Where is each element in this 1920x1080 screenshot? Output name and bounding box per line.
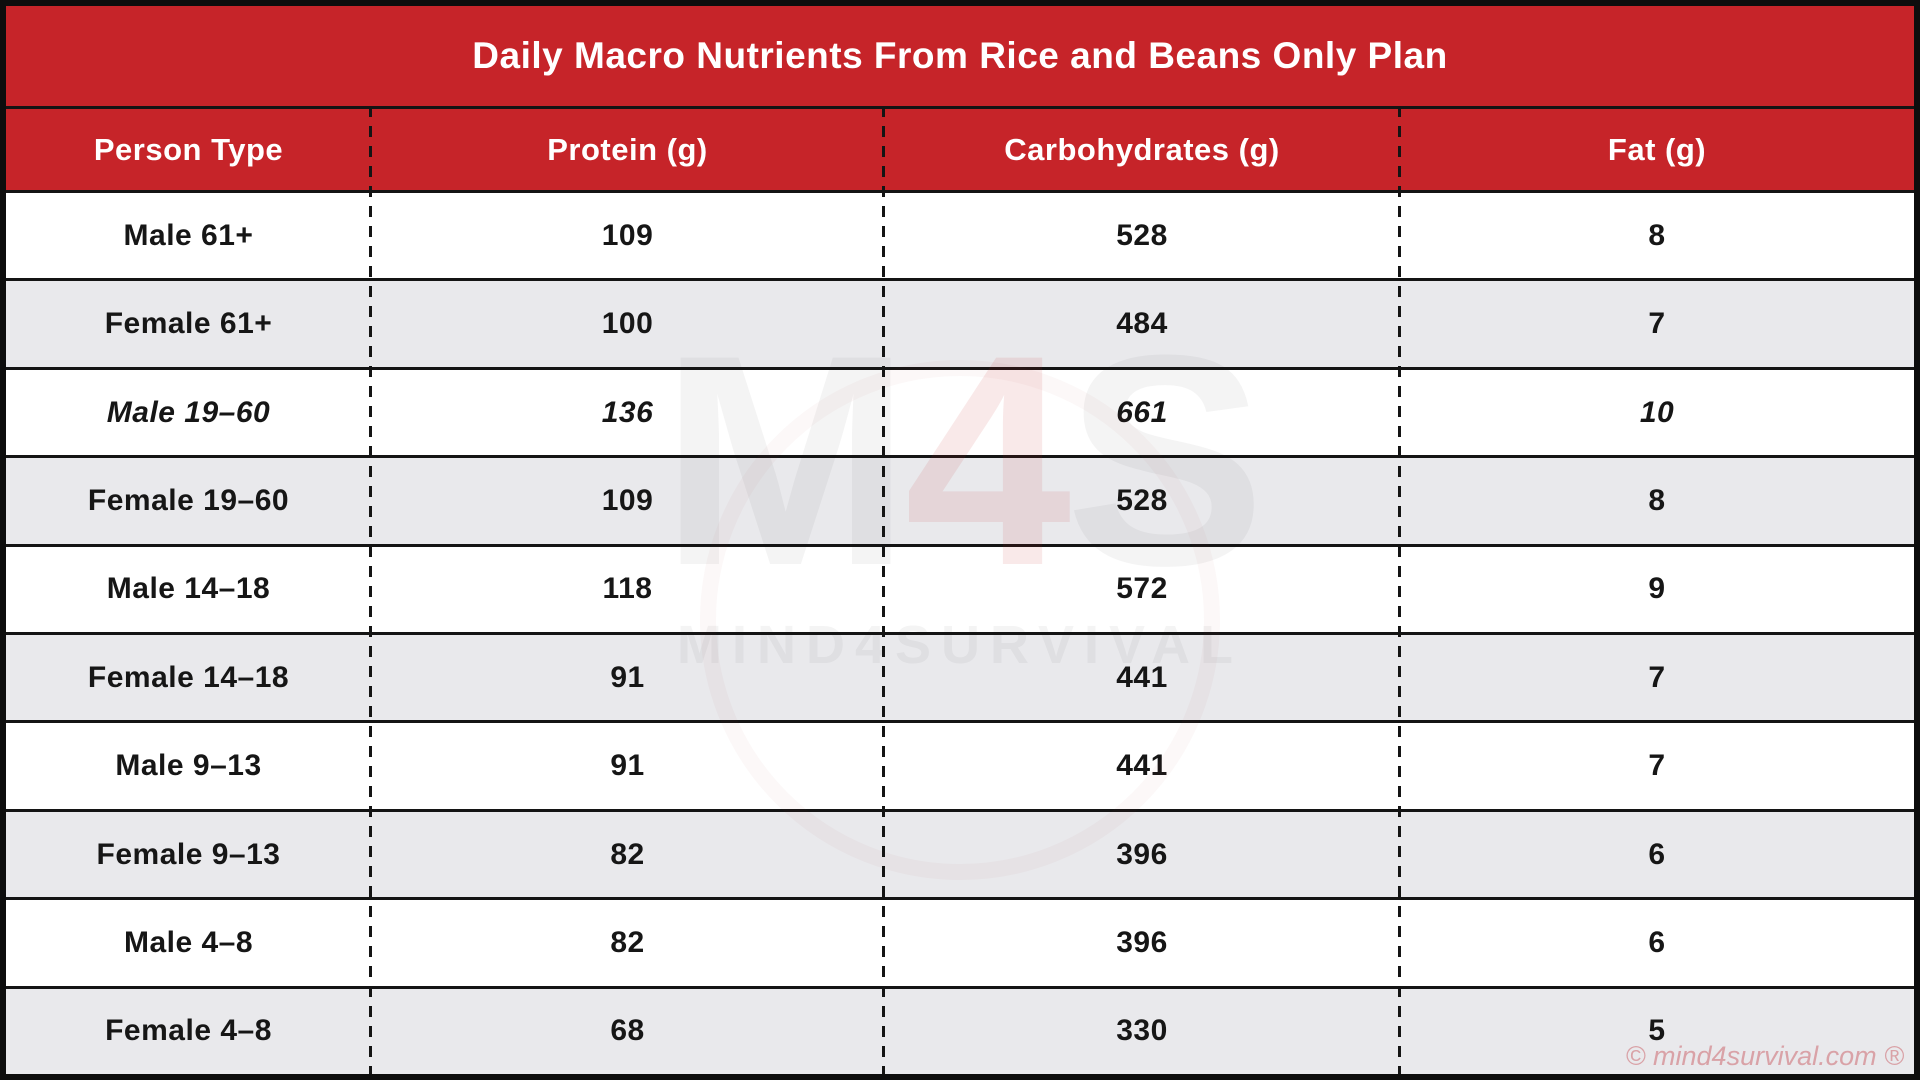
person-type-cell: Male 9–13	[115, 749, 262, 783]
carbs-cell: 572	[1116, 572, 1168, 606]
protein-cell: 68	[610, 1014, 645, 1048]
table-row: Male 9–13 91 441 7	[6, 720, 1914, 809]
person-type-cell: Female 61+	[104, 307, 273, 341]
column-divider-dashed	[1398, 106, 1401, 1074]
column-header-fat: Fat (g)	[1607, 131, 1707, 167]
fat-cell: 6	[1648, 925, 1666, 959]
protein-cell: 136	[601, 395, 654, 429]
carbs-cell: 441	[1116, 749, 1168, 783]
person-type-cell: Male 19–60	[106, 395, 271, 429]
person-type-cell: Female 19–60	[87, 483, 290, 517]
copyright-credit: © mind4survival.com ®	[1625, 1041, 1904, 1071]
protein-cell: 91	[610, 749, 645, 783]
person-type-cell: Female 9–13	[96, 837, 281, 871]
person-type-cell: Male 61+	[123, 218, 254, 252]
protein-cell: 82	[610, 837, 645, 871]
protein-cell: 91	[610, 660, 645, 694]
fat-cell: 8	[1648, 483, 1666, 517]
table-row: Female 61+ 100 484 7	[6, 278, 1914, 367]
carbs-cell: 528	[1116, 483, 1168, 517]
fat-cell: 10	[1639, 395, 1675, 429]
table-row: Female 4–8 68 330 5	[6, 985, 1914, 1075]
carbs-cell: 441	[1116, 660, 1168, 694]
fat-cell: 7	[1648, 749, 1666, 783]
table-row: Female 14–18 91 441 7	[6, 632, 1914, 721]
table-row: Male 19–60 136 661 10	[6, 366, 1914, 456]
person-type-cell: Male 14–18	[106, 572, 271, 606]
column-header-protein: Protein (g)	[547, 131, 708, 167]
fat-cell: 6	[1648, 837, 1666, 871]
column-divider-dashed	[369, 106, 372, 1074]
table-row: Male 4–8 82 396 6	[6, 897, 1914, 986]
carbs-cell: 330	[1116, 1014, 1168, 1048]
title-bar: Daily Macro Nutrients From Rice and Bean…	[6, 6, 1914, 106]
fat-cell: 5	[1648, 1014, 1666, 1048]
column-header-person-type: Person Type	[93, 131, 284, 167]
fat-cell: 8	[1648, 218, 1666, 252]
protein-cell: 100	[601, 307, 654, 341]
fat-cell: 9	[1648, 572, 1666, 606]
protein-cell: 109	[601, 218, 654, 252]
protein-cell: 109	[601, 483, 654, 517]
table-row: Male 14–18 118 572 9	[6, 543, 1914, 633]
protein-cell: 118	[602, 572, 653, 606]
fat-cell: 7	[1648, 307, 1666, 341]
carbs-cell: 396	[1116, 837, 1168, 871]
fat-cell: 7	[1648, 660, 1666, 694]
carbs-cell: 661	[1116, 395, 1168, 429]
person-type-cell: Male 4–8	[123, 925, 254, 959]
carbs-cell: 396	[1116, 925, 1168, 959]
page-title: Daily Macro Nutrients From Rice and Bean…	[472, 35, 1448, 76]
person-type-cell: Female 4–8	[105, 1014, 272, 1048]
person-type-cell: Female 14–18	[87, 660, 290, 694]
table-row: Female 9–13 82 396 6	[6, 808, 1914, 898]
table-header-row: Person Type Protein (g) Carbohydrates (g…	[6, 106, 1914, 190]
column-header-carbohydrates: Carbohydrates (g)	[1004, 131, 1280, 167]
carbs-cell: 484	[1116, 307, 1168, 341]
carbs-cell: 528	[1116, 218, 1168, 252]
column-divider-dashed	[882, 106, 885, 1074]
table-row: Female 19–60 109 528 8	[6, 455, 1914, 544]
table-row: Male 61+ 109 528 8	[6, 190, 1914, 279]
protein-cell: 82	[610, 925, 645, 959]
